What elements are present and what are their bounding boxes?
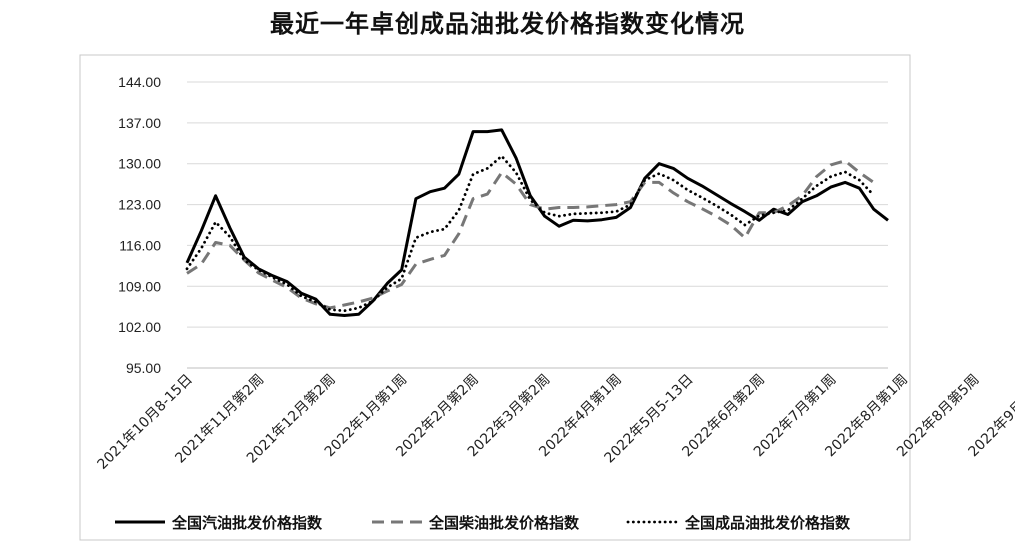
- chart-border: [79, 54, 911, 541]
- legend-label-1: 全国汽油批发价格指数: [171, 514, 323, 532]
- legend-label-2: 全国柴油批发价格指数: [428, 514, 580, 532]
- y-tick-label: 130.00: [118, 156, 161, 172]
- chart-title: 最近一年卓创成品油批发价格指数变化情况: [270, 9, 745, 38]
- y-tick-label: 137.00: [118, 115, 161, 131]
- series-line-2: [186, 159, 875, 310]
- series-line-3: [185, 154, 876, 313]
- y-tick-label: 123.00: [118, 197, 161, 213]
- y-tick-label: 95.00: [126, 360, 161, 376]
- y-tick-label: 102.00: [118, 319, 161, 335]
- y-tick-label: 144.00: [118, 74, 161, 90]
- y-tick-label: 116.00: [119, 237, 161, 253]
- legend-label-3: 全国成品油批发价格指数: [684, 514, 851, 532]
- y-tick-label: 109.00: [118, 278, 161, 294]
